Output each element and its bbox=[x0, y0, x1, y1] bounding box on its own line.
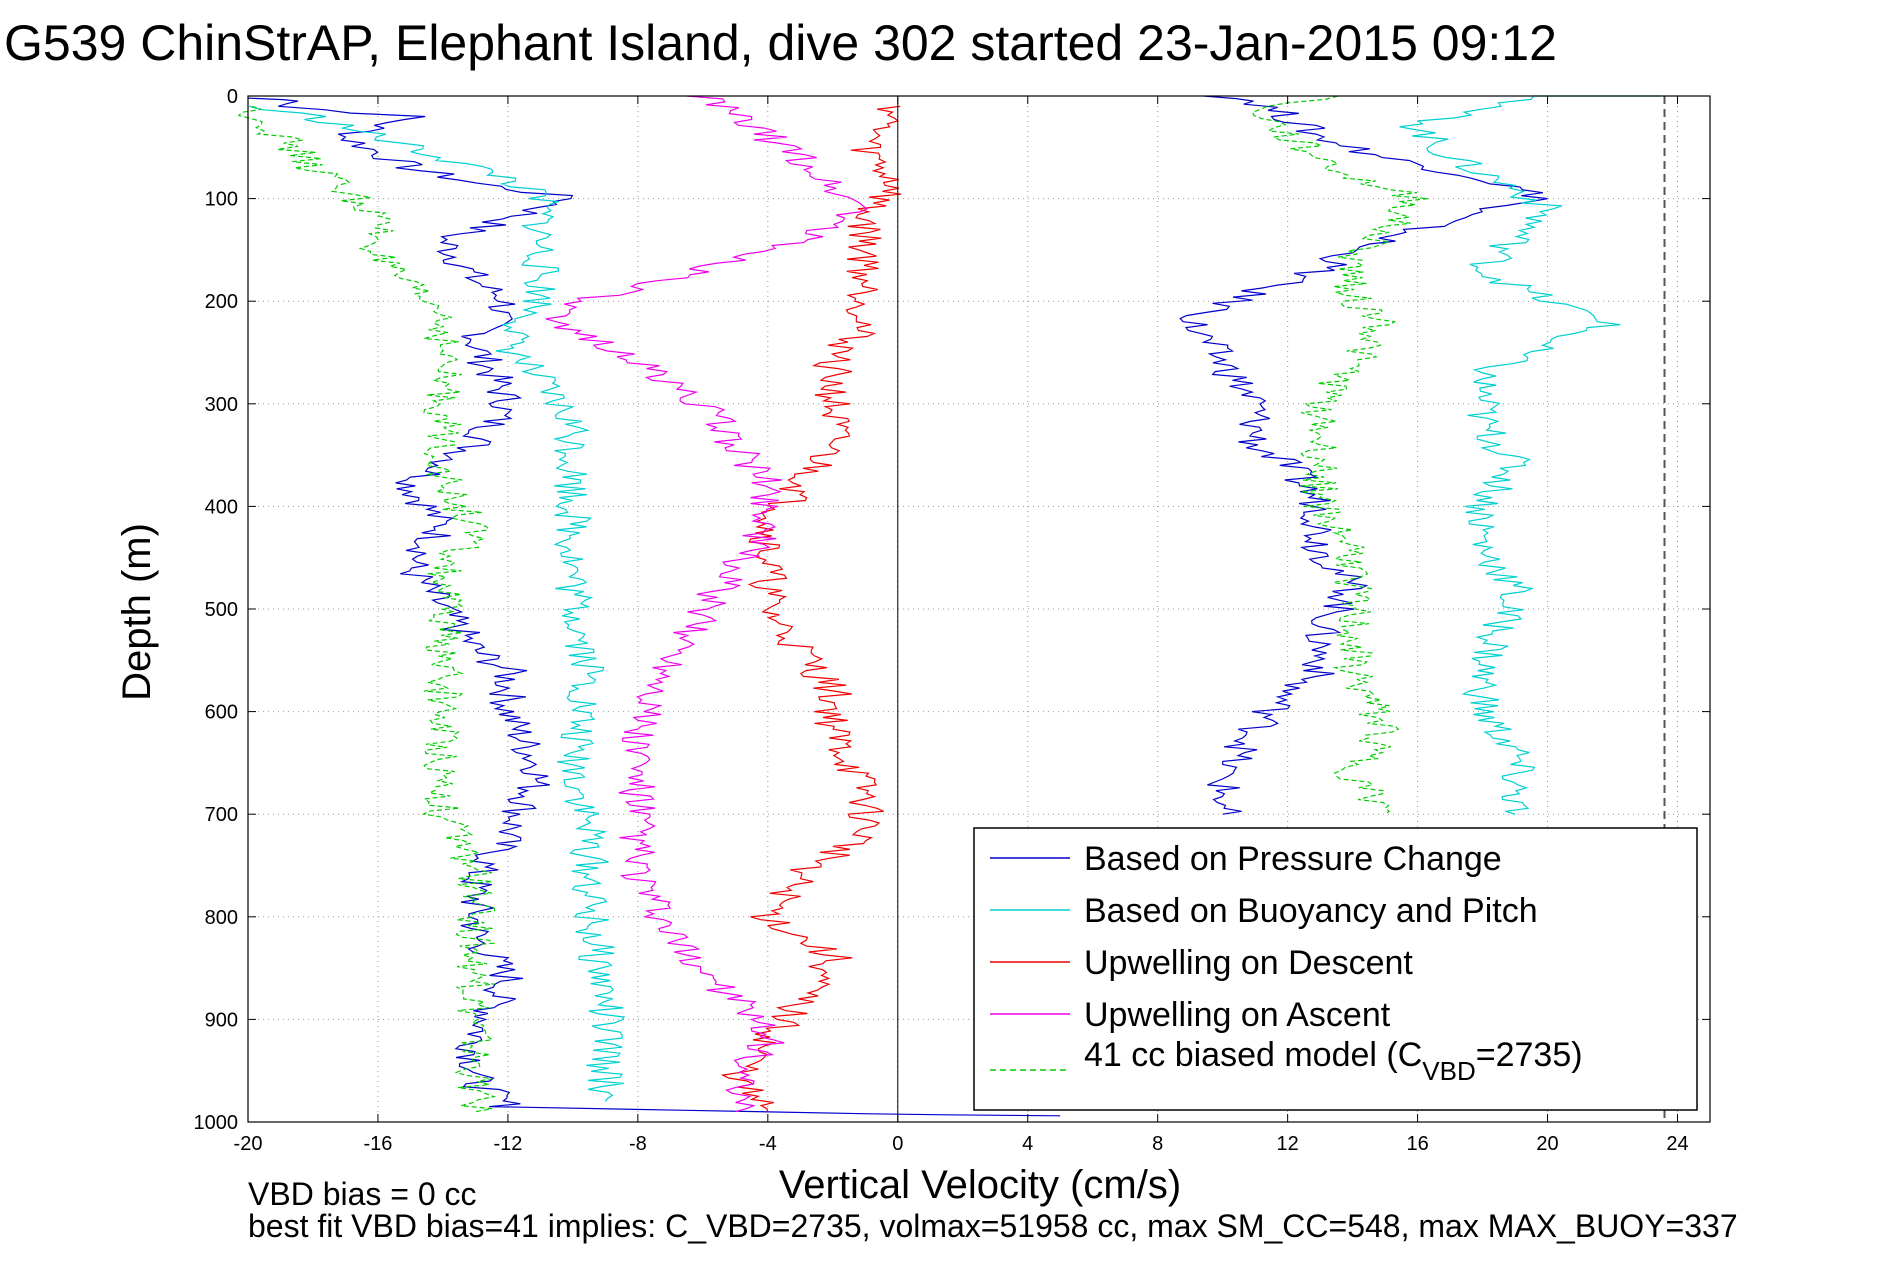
legend-label-descent: Upwelling on Descent bbox=[1084, 944, 1413, 982]
legend-label-ascent: Upwelling on Ascent bbox=[1084, 996, 1391, 1034]
legend-model-subscript: VBD bbox=[1422, 1056, 1475, 1086]
y-tick-label: 1000 bbox=[194, 1112, 239, 1134]
y-tick-label: 900 bbox=[205, 1009, 238, 1031]
x-tick-label: 4 bbox=[1022, 1133, 1033, 1155]
legend: Based on Pressure Change Based on Buoyan… bbox=[973, 827, 1698, 1111]
axes: -20 -16 -12 -8 -4 0 4 8 12 16 20 24 0 100 200 300 400 500… bbox=[194, 86, 1711, 1155]
legend-model-prefix: 41 cc biased model (C bbox=[1084, 1036, 1422, 1074]
x-tick-label: 0 bbox=[892, 1133, 903, 1155]
series-line-buoyancy_down bbox=[248, 105, 626, 1102]
legend-label-model: 41 cc biased model (CVBD=2735) bbox=[1084, 1036, 1583, 1086]
y-tick-label: 300 bbox=[205, 394, 238, 416]
legend-label-buoyancy: Based on Buoyancy and Pitch bbox=[1084, 892, 1538, 930]
x-tick-label: 24 bbox=[1666, 1133, 1688, 1155]
x-axis-label: Vertical Velocity (cm/s) bbox=[779, 1163, 1181, 1207]
x-tick-label: 12 bbox=[1277, 1133, 1299, 1155]
x-tick-label: 16 bbox=[1406, 1133, 1428, 1155]
series-line-pressure_up bbox=[1179, 95, 1548, 815]
series-line-buoyancy_up bbox=[1399, 95, 1660, 815]
y-tick-label: 400 bbox=[205, 496, 238, 518]
y-axis-label: Depth (m) bbox=[115, 523, 159, 701]
legend-label-pressure: Based on Pressure Change bbox=[1084, 840, 1502, 878]
x-tick-label: 8 bbox=[1152, 1133, 1163, 1155]
series-line-ascent bbox=[545, 95, 868, 1113]
footer-line-1: VBD bias = 0 cc bbox=[248, 1176, 477, 1212]
series-line-model_up bbox=[1251, 95, 1429, 815]
y-tick-label: 0 bbox=[227, 86, 238, 108]
x-tick-label: -4 bbox=[759, 1133, 777, 1155]
x-tick-label: 20 bbox=[1536, 1133, 1558, 1155]
x-tick-label: -20 bbox=[234, 1133, 263, 1155]
chart-title: G539 ChinStrAP, Elephant Island, dive 30… bbox=[4, 15, 1557, 71]
series-line-descent bbox=[720, 105, 902, 1112]
y-tick-label: 700 bbox=[205, 804, 238, 826]
y-tick-label: 200 bbox=[205, 291, 238, 313]
legend-model-suffix: =2735) bbox=[1476, 1036, 1583, 1074]
series-line-model_down bbox=[237, 105, 497, 1113]
y-tick-label: 600 bbox=[205, 702, 238, 724]
y-tick-label: 100 bbox=[205, 189, 238, 211]
plot-frame bbox=[247, 95, 1711, 1123]
x-tick-label: -12 bbox=[493, 1133, 522, 1155]
series-group bbox=[237, 95, 1660, 1117]
series-line-pressure_down bbox=[247, 97, 1061, 1117]
legend-box bbox=[973, 827, 1698, 1111]
x-tick-label: -8 bbox=[629, 1133, 647, 1155]
y-tick-label: 500 bbox=[205, 599, 238, 621]
y-tick-label: 800 bbox=[205, 907, 238, 929]
x-tick-label: -16 bbox=[364, 1133, 393, 1155]
footer-line-2: best fit VBD bias=41 implies: C_VBD=2735… bbox=[248, 1208, 1738, 1244]
